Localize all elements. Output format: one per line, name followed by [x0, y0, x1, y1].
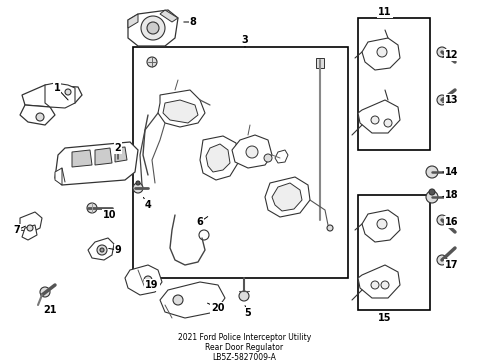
Circle shape — [436, 255, 446, 265]
Text: 3: 3 — [241, 35, 248, 45]
Polygon shape — [315, 58, 324, 68]
Text: 17: 17 — [445, 260, 458, 270]
Text: 10: 10 — [103, 210, 117, 220]
Polygon shape — [55, 168, 62, 185]
Text: 4: 4 — [144, 200, 151, 210]
Text: 11: 11 — [378, 7, 391, 17]
Polygon shape — [22, 225, 37, 240]
Text: Rear Door Regulator: Rear Door Regulator — [205, 343, 283, 352]
Text: LB5Z-5827009-A: LB5Z-5827009-A — [212, 354, 276, 360]
Polygon shape — [160, 10, 178, 22]
Circle shape — [65, 89, 71, 95]
Polygon shape — [115, 147, 127, 162]
Circle shape — [87, 203, 97, 213]
Text: 9: 9 — [114, 245, 121, 255]
Text: 19: 19 — [145, 280, 159, 290]
Circle shape — [27, 225, 33, 231]
Circle shape — [173, 295, 183, 305]
Polygon shape — [45, 83, 75, 108]
Polygon shape — [88, 238, 114, 260]
Circle shape — [136, 181, 140, 185]
Circle shape — [239, 291, 248, 301]
Circle shape — [199, 230, 208, 240]
Text: 16: 16 — [445, 217, 458, 227]
Circle shape — [383, 119, 391, 127]
Text: 14: 14 — [445, 167, 458, 177]
Polygon shape — [20, 212, 42, 232]
Circle shape — [133, 183, 142, 193]
Circle shape — [370, 116, 378, 124]
Text: 2: 2 — [114, 143, 121, 153]
Polygon shape — [264, 177, 309, 217]
Circle shape — [436, 47, 446, 57]
Polygon shape — [357, 265, 399, 298]
Circle shape — [141, 16, 164, 40]
Circle shape — [425, 191, 437, 203]
Text: 6: 6 — [196, 217, 203, 227]
Circle shape — [40, 287, 50, 297]
Polygon shape — [128, 10, 178, 46]
Text: 15: 15 — [378, 313, 391, 323]
Circle shape — [97, 245, 107, 255]
Polygon shape — [55, 142, 138, 185]
Circle shape — [436, 215, 446, 225]
Text: 2021 Ford Police Interceptor Utility: 2021 Ford Police Interceptor Utility — [178, 333, 310, 342]
Text: 20: 20 — [211, 303, 224, 313]
Text: 13: 13 — [445, 95, 458, 105]
Text: 12: 12 — [445, 50, 458, 60]
Circle shape — [376, 47, 386, 57]
Circle shape — [143, 276, 152, 284]
Text: 18: 18 — [444, 190, 458, 200]
Circle shape — [147, 22, 159, 34]
Bar — [133, 47, 347, 278]
Polygon shape — [22, 85, 82, 107]
Circle shape — [245, 146, 258, 158]
Polygon shape — [160, 282, 224, 318]
Polygon shape — [95, 148, 112, 165]
Circle shape — [36, 113, 44, 121]
Polygon shape — [200, 136, 238, 180]
Polygon shape — [271, 183, 302, 211]
Circle shape — [376, 219, 386, 229]
Circle shape — [326, 225, 332, 231]
Polygon shape — [357, 100, 399, 133]
Text: 21: 21 — [43, 305, 57, 315]
Text: 7: 7 — [14, 225, 20, 235]
Polygon shape — [163, 100, 198, 123]
Bar — [357, 18, 429, 150]
Polygon shape — [128, 14, 138, 28]
Circle shape — [264, 154, 271, 162]
Circle shape — [147, 57, 157, 67]
Polygon shape — [72, 150, 92, 167]
Polygon shape — [125, 265, 162, 295]
Polygon shape — [20, 105, 55, 125]
Text: 5: 5 — [244, 308, 251, 318]
Polygon shape — [231, 135, 271, 168]
Text: 8: 8 — [189, 17, 196, 27]
Circle shape — [380, 281, 388, 289]
Circle shape — [428, 189, 434, 195]
Polygon shape — [158, 90, 204, 127]
Polygon shape — [205, 144, 229, 172]
Circle shape — [370, 281, 378, 289]
Bar — [357, 195, 429, 310]
Circle shape — [425, 166, 437, 178]
Polygon shape — [361, 210, 399, 242]
Circle shape — [436, 95, 446, 105]
Polygon shape — [274, 150, 287, 163]
Text: 1: 1 — [54, 83, 60, 93]
Circle shape — [100, 248, 104, 252]
Polygon shape — [361, 38, 399, 70]
